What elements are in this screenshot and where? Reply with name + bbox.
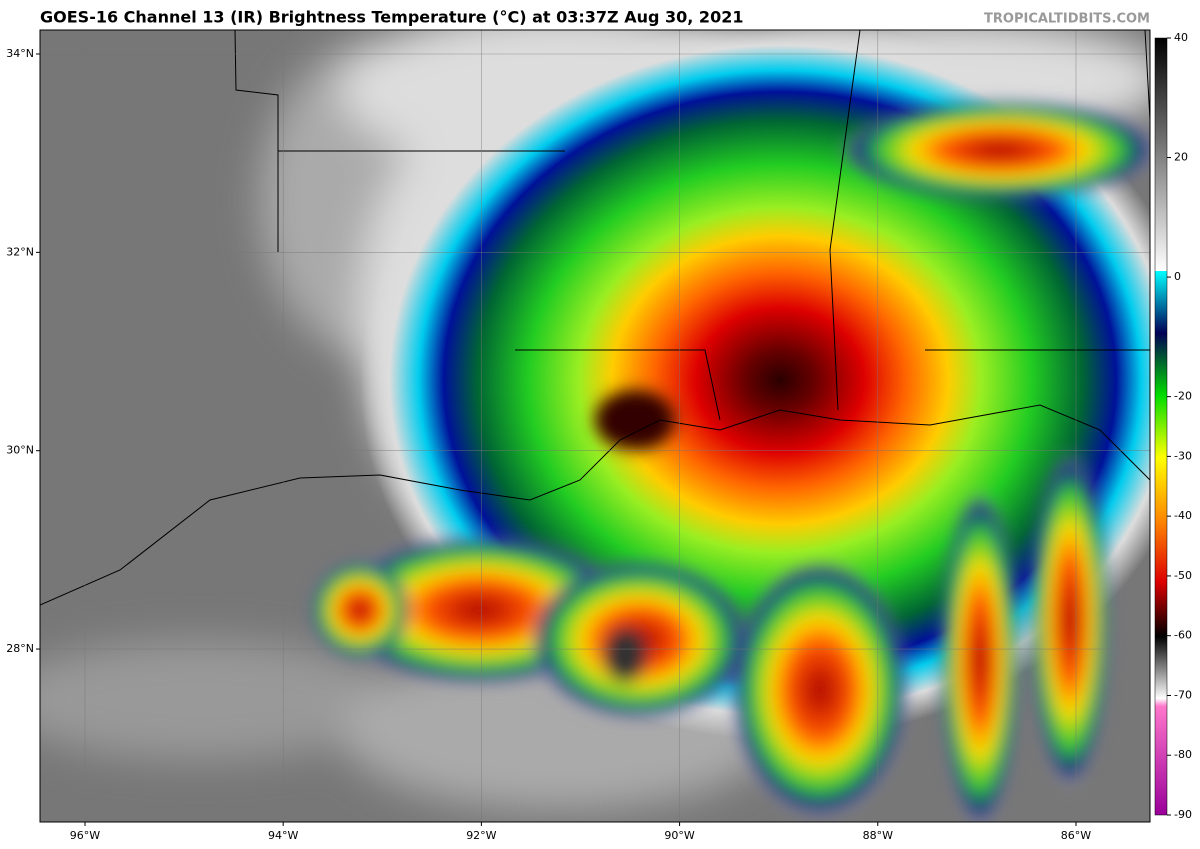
lon-label: 86°W [1061, 829, 1091, 842]
colorbar-label: -50 [1174, 569, 1192, 582]
colorbar-label: -40 [1174, 509, 1192, 522]
lon-label: 96°W [70, 829, 100, 842]
lon-label: 92°W [466, 829, 496, 842]
lon-label: 94°W [268, 829, 298, 842]
colorbar-label: -60 [1174, 629, 1192, 642]
lat-label: 32°N [6, 245, 34, 258]
colorbar-label: -20 [1174, 390, 1192, 403]
colorbar-label: -80 [1174, 748, 1192, 761]
state-border [234, 30, 1150, 421]
colorbar-label: -30 [1174, 449, 1192, 462]
lat-label: 30°N [6, 444, 34, 457]
title: GOES-16 Channel 13 (IR) Brightness Tempe… [40, 8, 743, 27]
map-frame [39, 29, 1151, 823]
lon-label: 88°W [863, 829, 893, 842]
satellite-image [40, 30, 1150, 822]
source: TROPICALTIDBITS.COM [984, 12, 1150, 27]
colorbar-label: -90 [1174, 808, 1192, 821]
colorbar-label: 20 [1174, 151, 1188, 164]
colorbar-label: 40 [1174, 31, 1188, 44]
coastline [40, 404, 1150, 606]
colorbar [1154, 37, 1168, 816]
colorbar-label: 0 [1174, 270, 1181, 283]
lat-label: 28°N [6, 642, 34, 655]
colorbar-label: -70 [1174, 688, 1192, 701]
lon-label: 90°W [664, 829, 694, 842]
lat-label: 34°N [6, 47, 34, 60]
